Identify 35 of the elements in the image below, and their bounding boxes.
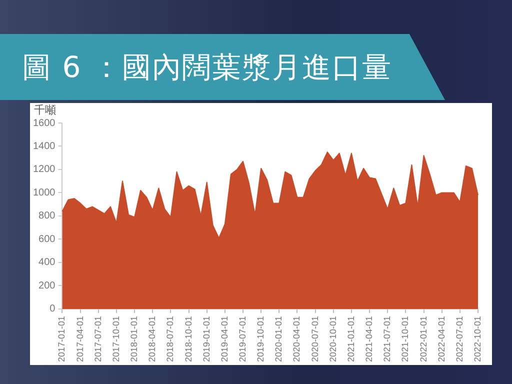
x-tick-label: 2021-04-01 <box>364 316 374 362</box>
x-tick-label: 2017-04-01 <box>74 316 85 362</box>
x-tick-label: 2018-07-01 <box>165 316 176 362</box>
x-tick-label: 2019-07-01 <box>237 316 248 362</box>
x-tick-label: 2019-01-01 <box>201 316 212 362</box>
y-tick-label: 1000 <box>32 187 56 198</box>
x-tick-label: 2019-10-01 <box>256 316 266 362</box>
x-tick-label: 2021-01-01 <box>346 316 356 362</box>
y-tick-label: 1400 <box>32 140 56 152</box>
x-tick-label: 2018-10-01 <box>183 316 194 362</box>
x-tick-label: 2021-10-01 <box>400 316 410 362</box>
y-tick-label: 1600 <box>32 118 56 129</box>
x-tick-label: 2020-10-01 <box>328 316 338 362</box>
x-tick-label: 2017-01-01 <box>56 316 67 362</box>
y-tick-label: 800 <box>38 210 56 222</box>
x-tick-label: 2022-01-01 <box>418 316 428 362</box>
y-tick-label: 400 <box>38 257 56 268</box>
x-tick-label: 2019-04-01 <box>219 316 230 362</box>
x-tick-label: 2022-10-01 <box>472 316 482 362</box>
x-tick-label: 2022-07-01 <box>454 316 464 362</box>
x-tick-label: 2018-04-01 <box>147 316 158 362</box>
y-tick-label: 200 <box>38 280 56 292</box>
y-axis-title: 千噸 <box>34 103 56 116</box>
chart-title: 圖 6 ：國內闊葉漿月進口量 <box>0 34 445 100</box>
x-tick-label: 2020-01-01 <box>274 316 284 362</box>
x-tick-label: 2020-04-01 <box>292 316 302 362</box>
x-tick-label: 2021-07-01 <box>382 316 392 362</box>
x-tick-label: 2017-10-01 <box>110 316 121 362</box>
x-tick-label: 2018-01-01 <box>129 316 140 362</box>
x-tick-label: 2020-07-01 <box>310 316 320 362</box>
y-tick-label: 600 <box>38 234 56 245</box>
x-tick-label: 2017-07-01 <box>92 316 103 362</box>
y-tick-label: 0 <box>50 304 56 315</box>
x-tick-label: 2022-04-01 <box>436 316 446 362</box>
y-tick-label: 1200 <box>32 164 56 176</box>
